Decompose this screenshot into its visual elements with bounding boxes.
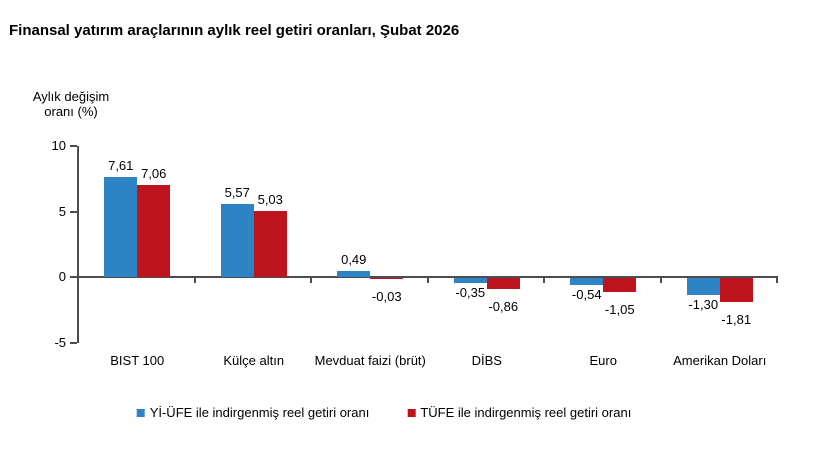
legend-item-yiufe: Yİ-ÜFE ile indirgenmiş reel getiri oranı: [136, 405, 370, 420]
chart-bar: [570, 278, 604, 286]
y-tick-label: 5: [58, 203, 66, 219]
value-label: 7,61: [108, 158, 134, 174]
y-tick-mark: [70, 145, 77, 147]
value-label: -0,03: [371, 289, 402, 304]
y-tick-label: 10: [51, 138, 66, 153]
legend-item-tufe: TÜFE ile indirgenmiş reel getiri oranı: [407, 405, 631, 420]
value-label: 5,57: [224, 185, 250, 201]
chart-bar: [104, 177, 138, 277]
chart-title: Finansal yatırım araçlarının aylık reel …: [9, 22, 460, 39]
y-tick-label: -5: [54, 334, 66, 350]
x-tick-mark: [659, 278, 662, 283]
category-label: Mevduat faizi (brüt): [314, 353, 426, 368]
chart-bar: [220, 204, 254, 277]
category-label: DİBS: [471, 353, 502, 368]
category-label: Külçe altın: [223, 353, 285, 368]
legend-swatch-red-icon: [407, 408, 416, 417]
x-tick-mark: [776, 278, 778, 283]
chart-bar: [137, 184, 171, 277]
x-axis-line: [79, 276, 778, 278]
legend: Yİ-ÜFE ile indirgenmiş reel getiri oranı…: [136, 405, 631, 420]
value-label: -1,05: [604, 301, 635, 317]
y-axis-title: Aylık değişim oranı (%): [32, 89, 110, 119]
value-label: -0,86: [488, 299, 519, 315]
x-tick-mark: [193, 278, 196, 283]
chart-bar: [253, 211, 287, 277]
y-tick-mark: [70, 341, 77, 344]
y-tick-mark: [70, 210, 77, 213]
chart-bar: [719, 278, 753, 302]
x-tick-mark: [543, 278, 545, 283]
legend-label: TÜFE ile indirgenmiş reel getiri oranı: [420, 405, 632, 420]
x-tick-mark: [310, 278, 312, 283]
x-tick-mark: [426, 278, 429, 283]
value-label: 7,06: [141, 165, 167, 181]
value-label: 5,03: [257, 192, 283, 208]
category-label: Euro: [589, 353, 617, 368]
chart-bar: [603, 278, 637, 292]
value-label: -0,35: [455, 284, 486, 300]
value-label: 0,49: [341, 251, 367, 267]
chart-bar: [337, 270, 371, 277]
category-label: Amerikan Doları: [673, 353, 767, 368]
category-label: BIST 100: [110, 353, 165, 368]
value-label: -0,54: [571, 287, 602, 303]
y-axis-line: [77, 146, 79, 343]
chart-bar: [686, 278, 720, 296]
chart-bar: [486, 278, 520, 290]
legend-label: Yİ-ÜFE ile indirgenmiş reel getiri oranı: [149, 405, 370, 420]
y-tick-mark: [70, 276, 77, 278]
chart-bar: [370, 278, 404, 279]
value-label: -1,81: [721, 311, 752, 327]
y-tick-label: 0: [58, 269, 66, 284]
value-label: -1,30: [688, 297, 719, 313]
legend-swatch-blue-icon: [136, 408, 145, 417]
chart-bar: [453, 278, 487, 283]
